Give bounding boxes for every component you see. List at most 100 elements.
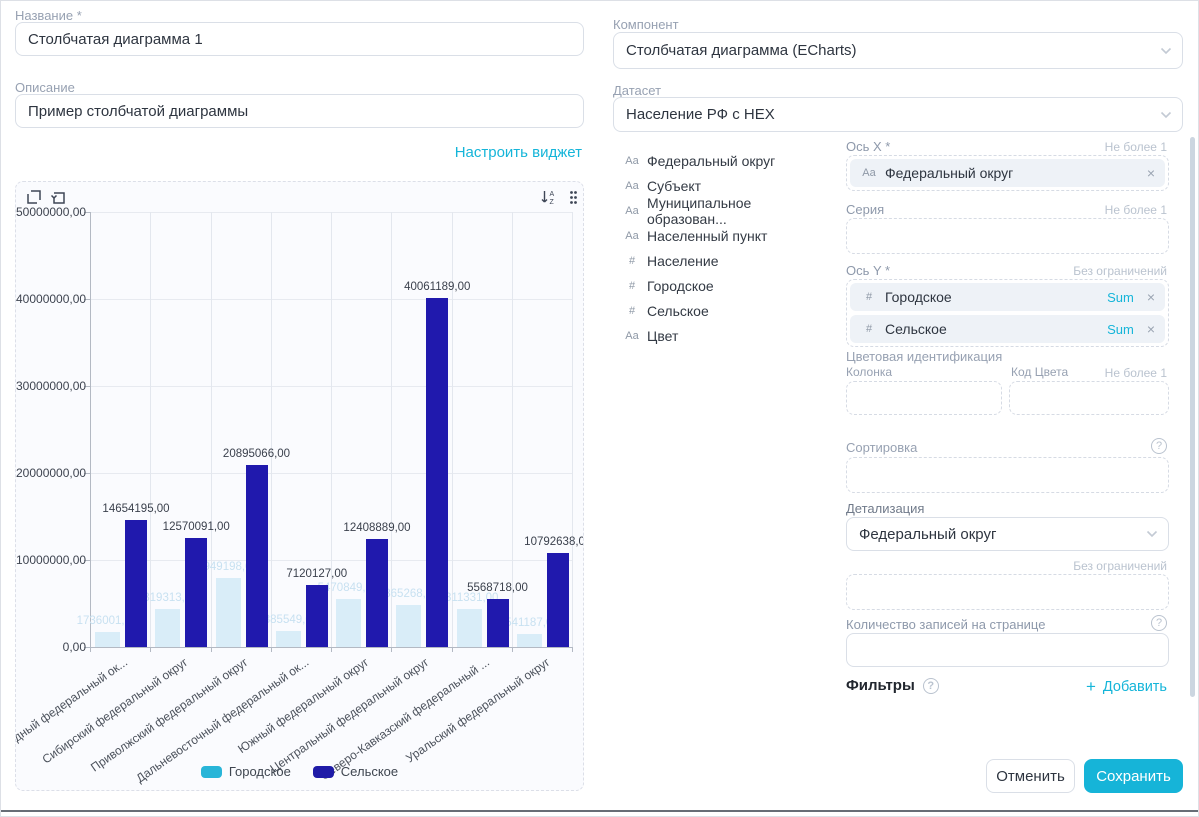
dataset-field-label: Субъект [647,177,702,194]
color-ident-column-label: Колонка [846,365,893,379]
bar-urban-value: 1541187,00 [498,617,559,629]
gridline [391,212,393,647]
gridline [150,212,152,647]
add-filter-button[interactable]: + Добавить [1086,677,1167,697]
bar-rural-value: 5568718,00 [467,582,528,594]
x-axis-dropzone[interactable]: Aa Федеральный округ × [846,155,1169,191]
filters-help-icon[interactable]: ? [922,677,939,694]
dataset-field[interactable]: # Городское [623,273,833,298]
bar-urban[interactable] [95,632,120,647]
y-axis-chip[interactable]: # Городское Sum × [850,283,1165,311]
legend-swatch [312,765,334,778]
more-icon[interactable] [565,189,582,206]
bar-rural[interactable] [426,298,449,647]
bar-rural[interactable] [245,465,268,647]
component-select[interactable]: Столбчатая диаграмма (ECharts) [613,32,1183,69]
page-size-input[interactable] [846,633,1169,667]
color-ident-code-dropzone[interactable] [1009,381,1169,415]
bar-urban-value: 7949198,00 [197,561,258,573]
string-type-icon: Aa [625,229,639,242]
component-label: Компонент [613,17,679,32]
zoom-restore-icon[interactable] [50,189,67,206]
series-dropzone[interactable] [846,218,1169,254]
dataset-field[interactable]: Aa Муниципальное образован... [623,195,833,227]
y-axis-tick-label: 30000000,00 [16,379,87,393]
legend-item[interactable]: Сельское [312,764,399,779]
color-ident-column-dropzone[interactable] [846,381,1002,415]
description-input[interactable] [15,94,584,128]
string-type-icon: Aa [862,167,876,179]
chart-legend: Городское Сельское [16,764,583,779]
bar-urban[interactable] [215,578,241,647]
x-axis-chip-label: Федеральный округ [885,165,1014,181]
dataset-field[interactable]: Aa Субъект [623,173,833,198]
dataset-field[interactable]: Aa Федеральный округ [623,148,833,173]
y-axis-dropzone[interactable]: # Городское Sum × # Сельское Sum × [846,279,1169,347]
sort-icon[interactable]: A Z [540,189,557,206]
svg-text:Z: Z [550,199,555,206]
y-axis-tick [84,299,90,300]
config-scrollbar[interactable] [1190,137,1195,697]
sorting-help-icon[interactable]: ? [1151,438,1167,454]
bar-urban-value: 1885549,00 [257,614,319,626]
dataset-field-label: Население [647,252,719,269]
dataset-field[interactable]: # Сельское [623,298,833,323]
bar-urban[interactable] [155,609,181,647]
bar-rural[interactable] [546,553,569,647]
aggregation-link[interactable]: Sum [1107,289,1134,305]
bar-urban[interactable] [336,599,361,647]
legend-item[interactable]: Городское [200,764,291,779]
dataset-field-label: Муниципальное образован... [647,194,752,227]
remove-chip-icon[interactable]: × [1146,321,1155,337]
bar-rural-value: 20895066,00 [222,448,291,460]
bar-urban[interactable] [396,605,422,647]
detail-dropzone[interactable] [846,574,1169,610]
y-axis-line [90,212,91,647]
dataset-field-list: Aa Федеральный округ Aa Субъект Aa Муниципаль… [623,148,833,348]
gridline [210,212,212,647]
configure-widget-link[interactable]: Настроить виджет [454,144,582,161]
bar-rural[interactable] [305,585,328,647]
x-axis-tick [270,647,272,652]
x-axis-chip[interactable]: Aa Федеральный округ × [850,159,1165,187]
bar-urban-value: 1736001,00 [76,615,138,627]
remove-chip-icon[interactable]: × [1146,165,1155,181]
bar-rural-value: 7120127,00 [286,568,348,580]
bar-urban[interactable] [516,634,542,647]
chevron-down-icon [1160,111,1172,118]
detail-select[interactable]: Федеральный округ [846,517,1169,551]
cancel-button[interactable]: Отменить [986,759,1075,793]
x-axis-tick [150,647,152,652]
y-axis-chip[interactable]: # Сельское Sum × [850,315,1165,343]
x-axis-line [90,647,573,648]
gridline [451,212,453,647]
bar-rural[interactable] [125,520,147,647]
add-filter-label: Добавить [1102,679,1167,695]
aggregation-link[interactable]: Sum [1107,321,1134,337]
sorting-dropzone[interactable] [846,457,1169,493]
name-input[interactable] [15,22,584,56]
page-size-help-icon[interactable]: ? [1151,615,1167,631]
dataset-field-label: Цвет [647,327,679,344]
bar-urban[interactable] [456,609,482,647]
remove-chip-icon[interactable]: × [1146,289,1155,305]
zoom-select-icon[interactable] [26,189,43,206]
detail-select-value: Федеральный округ [859,525,997,543]
window-bottom-edge [1,810,1198,812]
dataset-field[interactable]: Aa Цвет [623,323,833,348]
y-axis-tick [84,212,90,213]
y-axis-chip-label: Сельское [885,321,947,337]
description-label: Описание [15,80,75,95]
bar-rural[interactable] [185,538,208,647]
y-axis-chip-label: Городское [885,289,952,305]
dataset-field[interactable]: Aa Населенный пункт [623,223,833,248]
bar-urban-value: 5470849,00 [317,582,379,594]
bar-urban[interactable] [275,631,301,647]
dataset-field[interactable]: # Население [623,248,833,273]
y-axis-tick-label: 20000000,00 [16,466,87,480]
save-button[interactable]: Сохранить [1084,759,1183,793]
bar-rural[interactable] [366,539,388,647]
dataset-select[interactable]: Население РФ с HEX [613,97,1183,132]
bar-rural[interactable] [486,599,509,647]
legend-label: Сельское [340,764,399,779]
